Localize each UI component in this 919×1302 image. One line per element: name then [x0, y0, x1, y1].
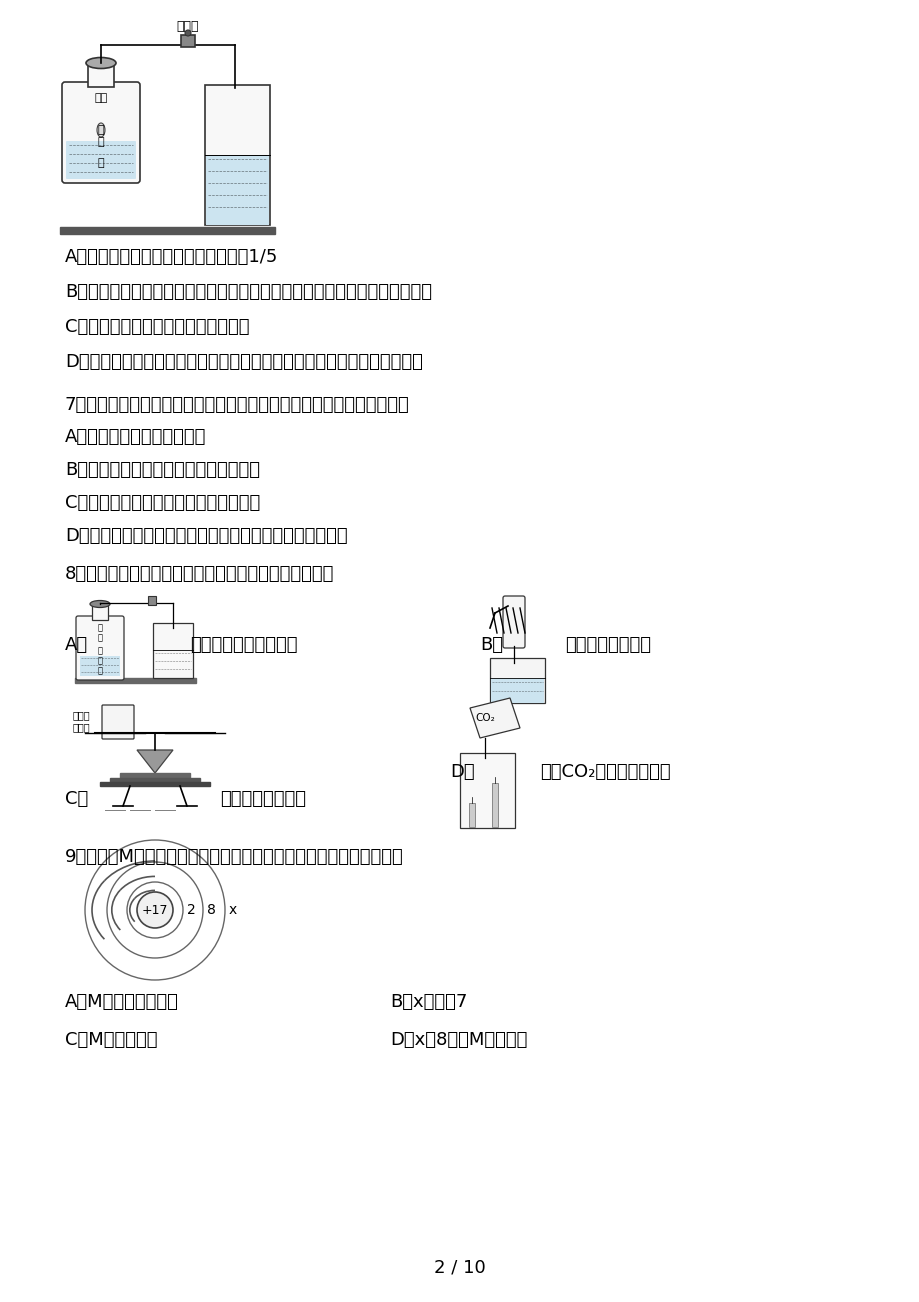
Text: 锥盐酸: 锥盐酸: [73, 710, 91, 720]
Bar: [153, 650, 192, 677]
FancyBboxPatch shape: [76, 616, 124, 680]
Text: C．该实验中的红磷还可以用硫来代替: C．该实验中的红磷还可以用硫来代替: [65, 318, 249, 336]
Text: B．此实验证明，反应后组气瓶内剩余的气体，既不易溶于水，也不支持燃烧: B．此实验证明，反应后组气瓶内剩余的气体，既不易溶于水，也不支持燃烧: [65, 283, 432, 301]
Text: 验证质量守恒定律: 验证质量守恒定律: [220, 790, 306, 809]
Bar: [491, 678, 543, 703]
Text: D．x为8时，M为阴离子: D．x为8时，M为阴离子: [390, 1031, 527, 1049]
Text: 碳酸钠: 碳酸钠: [73, 723, 91, 732]
Text: 证明CO₂密度比空气的大: 证明CO₂密度比空气的大: [539, 763, 670, 781]
Text: D．若该实验没有达到预期目的，可能的原因之一是装置气密性不好造成的: D．若该实验没有达到预期目的，可能的原因之一是装置气密性不好造成的: [65, 353, 423, 371]
Text: 检查装置的气密性: 检查装置的气密性: [564, 635, 651, 654]
Bar: [88, 62, 114, 87]
Text: 8: 8: [207, 904, 216, 917]
Bar: [153, 622, 193, 678]
Text: 7、世界万物都是由极其微小的粒子构成的，下列说法正确的是（　　）: 7、世界万物都是由极其微小的粒子构成的，下列说法正确的是（ ）: [65, 396, 409, 414]
Bar: [80, 656, 119, 676]
Bar: [60, 227, 275, 234]
FancyBboxPatch shape: [102, 704, 134, 740]
Text: 弹簧夹: 弹簧夹: [176, 20, 199, 33]
Text: C．: C．: [65, 790, 88, 809]
Polygon shape: [137, 750, 173, 773]
Text: A．M的原子易失电子: A．M的原子易失电子: [65, 993, 178, 1010]
Bar: [490, 658, 544, 703]
Text: D．: D．: [449, 763, 474, 781]
Text: B．: B．: [480, 635, 503, 654]
Text: 红
磷: 红 磷: [97, 646, 102, 665]
Circle shape: [185, 30, 191, 36]
Text: A．: A．: [65, 635, 88, 654]
Ellipse shape: [96, 122, 105, 137]
Bar: [181, 35, 195, 47]
FancyBboxPatch shape: [62, 82, 140, 184]
Text: C．二氧化碳是由碳原子和氧原子构成的: C．二氧化碳是由碳原子和氧原子构成的: [65, 493, 260, 512]
Text: A．海水是由海水分子构成的: A．海水是由海水分子构成的: [65, 428, 206, 447]
Text: 2 / 10: 2 / 10: [434, 1258, 485, 1276]
Text: 水: 水: [97, 158, 104, 168]
Bar: [469, 803, 474, 827]
Text: B．x只能为7: B．x只能为7: [390, 993, 467, 1010]
Ellipse shape: [85, 57, 116, 69]
Bar: [119, 773, 190, 779]
Text: 2: 2: [187, 904, 196, 917]
Bar: [100, 783, 210, 786]
Bar: [75, 678, 196, 684]
Bar: [492, 783, 497, 827]
Text: 空气: 空气: [95, 92, 108, 103]
Bar: [206, 155, 268, 225]
Bar: [92, 604, 108, 620]
Bar: [460, 753, 515, 828]
FancyBboxPatch shape: [66, 141, 136, 178]
Text: 测定空气里氧气的含量: 测定空气里氧气的含量: [190, 635, 297, 654]
Text: CO₂: CO₂: [474, 713, 494, 723]
Text: C．M为金属元素: C．M为金属元素: [65, 1031, 157, 1049]
Text: 空
气: 空 气: [97, 622, 102, 642]
Text: B．分子、原子、离子都能直接构成物质: B．分子、原子、离子都能直接构成物质: [65, 461, 260, 479]
Bar: [110, 779, 199, 783]
Text: +17: +17: [142, 904, 168, 917]
FancyBboxPatch shape: [503, 596, 525, 648]
Text: 红
磷: 红 磷: [97, 125, 104, 147]
Circle shape: [137, 892, 173, 928]
Bar: [205, 85, 269, 225]
Text: 8、下列实验设计不能达到其对应实验目的的是（　　）: 8、下列实验设计不能达到其对应实验目的的是（ ）: [65, 565, 334, 583]
Text: 9、某微粒M的结构示意图如下，关于该微粒的说法正确的是（　　）: 9、某微粒M的结构示意图如下，关于该微粒的说法正确的是（ ）: [65, 848, 403, 866]
Bar: [492, 783, 497, 827]
Polygon shape: [470, 698, 519, 738]
Text: x: x: [229, 904, 237, 917]
Bar: [148, 596, 156, 605]
Text: A．此实验证明，氧气约占空气体积的1/5: A．此实验证明，氧气约占空气体积的1/5: [65, 247, 278, 266]
Bar: [469, 803, 474, 827]
Text: 水: 水: [97, 667, 102, 674]
Ellipse shape: [90, 600, 110, 608]
Text: D．自然界中的物质都是由质子、中子、电子等粒子构成的: D．自然界中的物质都是由质子、中子、电子等粒子构成的: [65, 527, 347, 546]
